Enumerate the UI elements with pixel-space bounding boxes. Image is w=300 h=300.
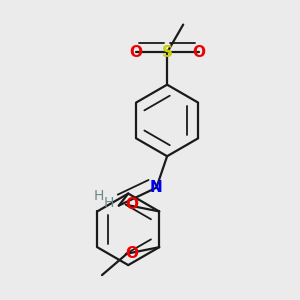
Text: O: O bbox=[129, 45, 142, 60]
Text: S: S bbox=[162, 45, 172, 60]
Text: O: O bbox=[125, 246, 138, 261]
Text: O: O bbox=[125, 197, 138, 212]
Text: H: H bbox=[94, 189, 104, 202]
Text: N: N bbox=[150, 180, 163, 195]
Text: O: O bbox=[192, 45, 205, 60]
Text: H: H bbox=[104, 196, 114, 210]
